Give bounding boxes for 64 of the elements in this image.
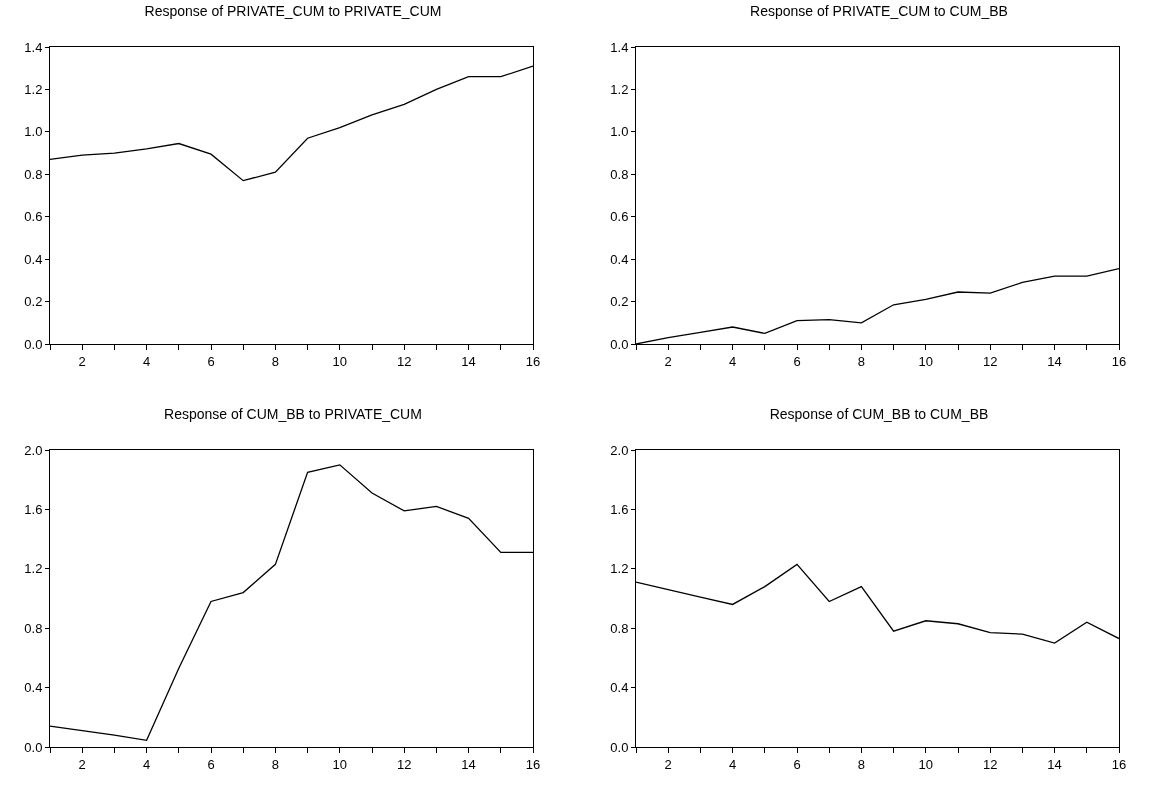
x-tick-label: 6 — [793, 756, 801, 772]
x-tick-label: 10 — [918, 756, 934, 772]
y-tick-label: 0.2 — [610, 294, 629, 310]
x-tick-label: 6 — [207, 353, 215, 369]
y-tick-label: 0.4 — [24, 680, 43, 696]
y-tick-label: 2.0 — [610, 442, 629, 458]
x-tick-label: 12 — [396, 353, 412, 369]
y-tick-label: 0.4 — [24, 251, 43, 267]
y-tick-label: 1.4 — [610, 39, 629, 55]
y-tick-label: 0.2 — [24, 294, 43, 310]
y-tick-label: 0.6 — [610, 209, 629, 225]
chart-title: Response of CUM_BB to CUM_BB — [769, 405, 989, 422]
y-tick-label: 0.8 — [24, 166, 43, 182]
y-tick-label: 1.0 — [610, 124, 629, 140]
x-tick-label: 10 — [332, 353, 348, 369]
x-tick-label: 4 — [728, 756, 737, 772]
x-tick-label: 16 — [1111, 756, 1127, 772]
x-tick-label: 8 — [857, 756, 866, 772]
y-tick-label: 1.2 — [24, 561, 43, 577]
chart-title: Response of PRIVATE_CUM to PRIVATE_CUM — [144, 2, 442, 19]
x-tick-label: 16 — [525, 756, 541, 772]
chart-title: Response of CUM_BB to PRIVATE_CUM — [164, 405, 422, 422]
y-tick-label: 0.8 — [610, 166, 629, 182]
y-tick-label: 1.6 — [24, 501, 43, 517]
x-tick-label: 2 — [78, 756, 86, 772]
x-tick-label: 12 — [396, 756, 412, 772]
x-tick-label: 16 — [1111, 353, 1127, 369]
y-tick-label: 1.2 — [24, 81, 43, 97]
y-tick-label: 0.4 — [610, 680, 629, 696]
y-tick-label: 0.0 — [24, 336, 43, 352]
x-tick-label: 6 — [793, 353, 801, 369]
y-tick-label: 1.0 — [24, 124, 43, 140]
x-tick-label: 14 — [461, 353, 476, 369]
y-tick-label: 1.2 — [610, 561, 629, 577]
y-tick-label: 1.2 — [610, 81, 629, 97]
y-tick-label: 0.0 — [610, 739, 629, 755]
y-tick-label: 0.0 — [24, 739, 43, 755]
x-tick-label: 8 — [271, 756, 280, 772]
x-tick-label: 4 — [142, 756, 151, 772]
x-tick-label: 2 — [664, 353, 672, 369]
x-tick-label: 8 — [857, 353, 866, 369]
x-tick-label: 4 — [728, 353, 737, 369]
x-tick-label: 12 — [982, 353, 998, 369]
x-tick-label: 2 — [78, 353, 86, 369]
chart-title: Response of PRIVATE_CUM to CUM_BB — [750, 2, 1008, 19]
x-tick-label: 14 — [1047, 353, 1062, 369]
x-tick-label: 10 — [918, 353, 934, 369]
y-tick-label: 0.0 — [610, 336, 629, 352]
x-tick-label: 4 — [142, 353, 151, 369]
x-tick-label: 6 — [207, 756, 215, 772]
y-tick-label: 2.0 — [24, 442, 43, 458]
x-tick-label: 14 — [1047, 756, 1062, 772]
x-tick-label: 12 — [982, 756, 998, 772]
x-tick-label: 10 — [332, 756, 348, 772]
y-tick-label: 0.4 — [610, 251, 629, 267]
y-tick-label: 0.8 — [610, 620, 629, 636]
y-tick-label: 0.8 — [24, 620, 43, 636]
y-tick-label: 1.4 — [24, 39, 43, 55]
x-tick-label: 8 — [271, 353, 280, 369]
x-tick-label: 2 — [664, 756, 672, 772]
y-tick-label: 0.6 — [24, 209, 43, 225]
x-tick-label: 14 — [461, 756, 476, 772]
x-tick-label: 16 — [525, 353, 541, 369]
y-tick-label: 1.6 — [610, 501, 629, 517]
